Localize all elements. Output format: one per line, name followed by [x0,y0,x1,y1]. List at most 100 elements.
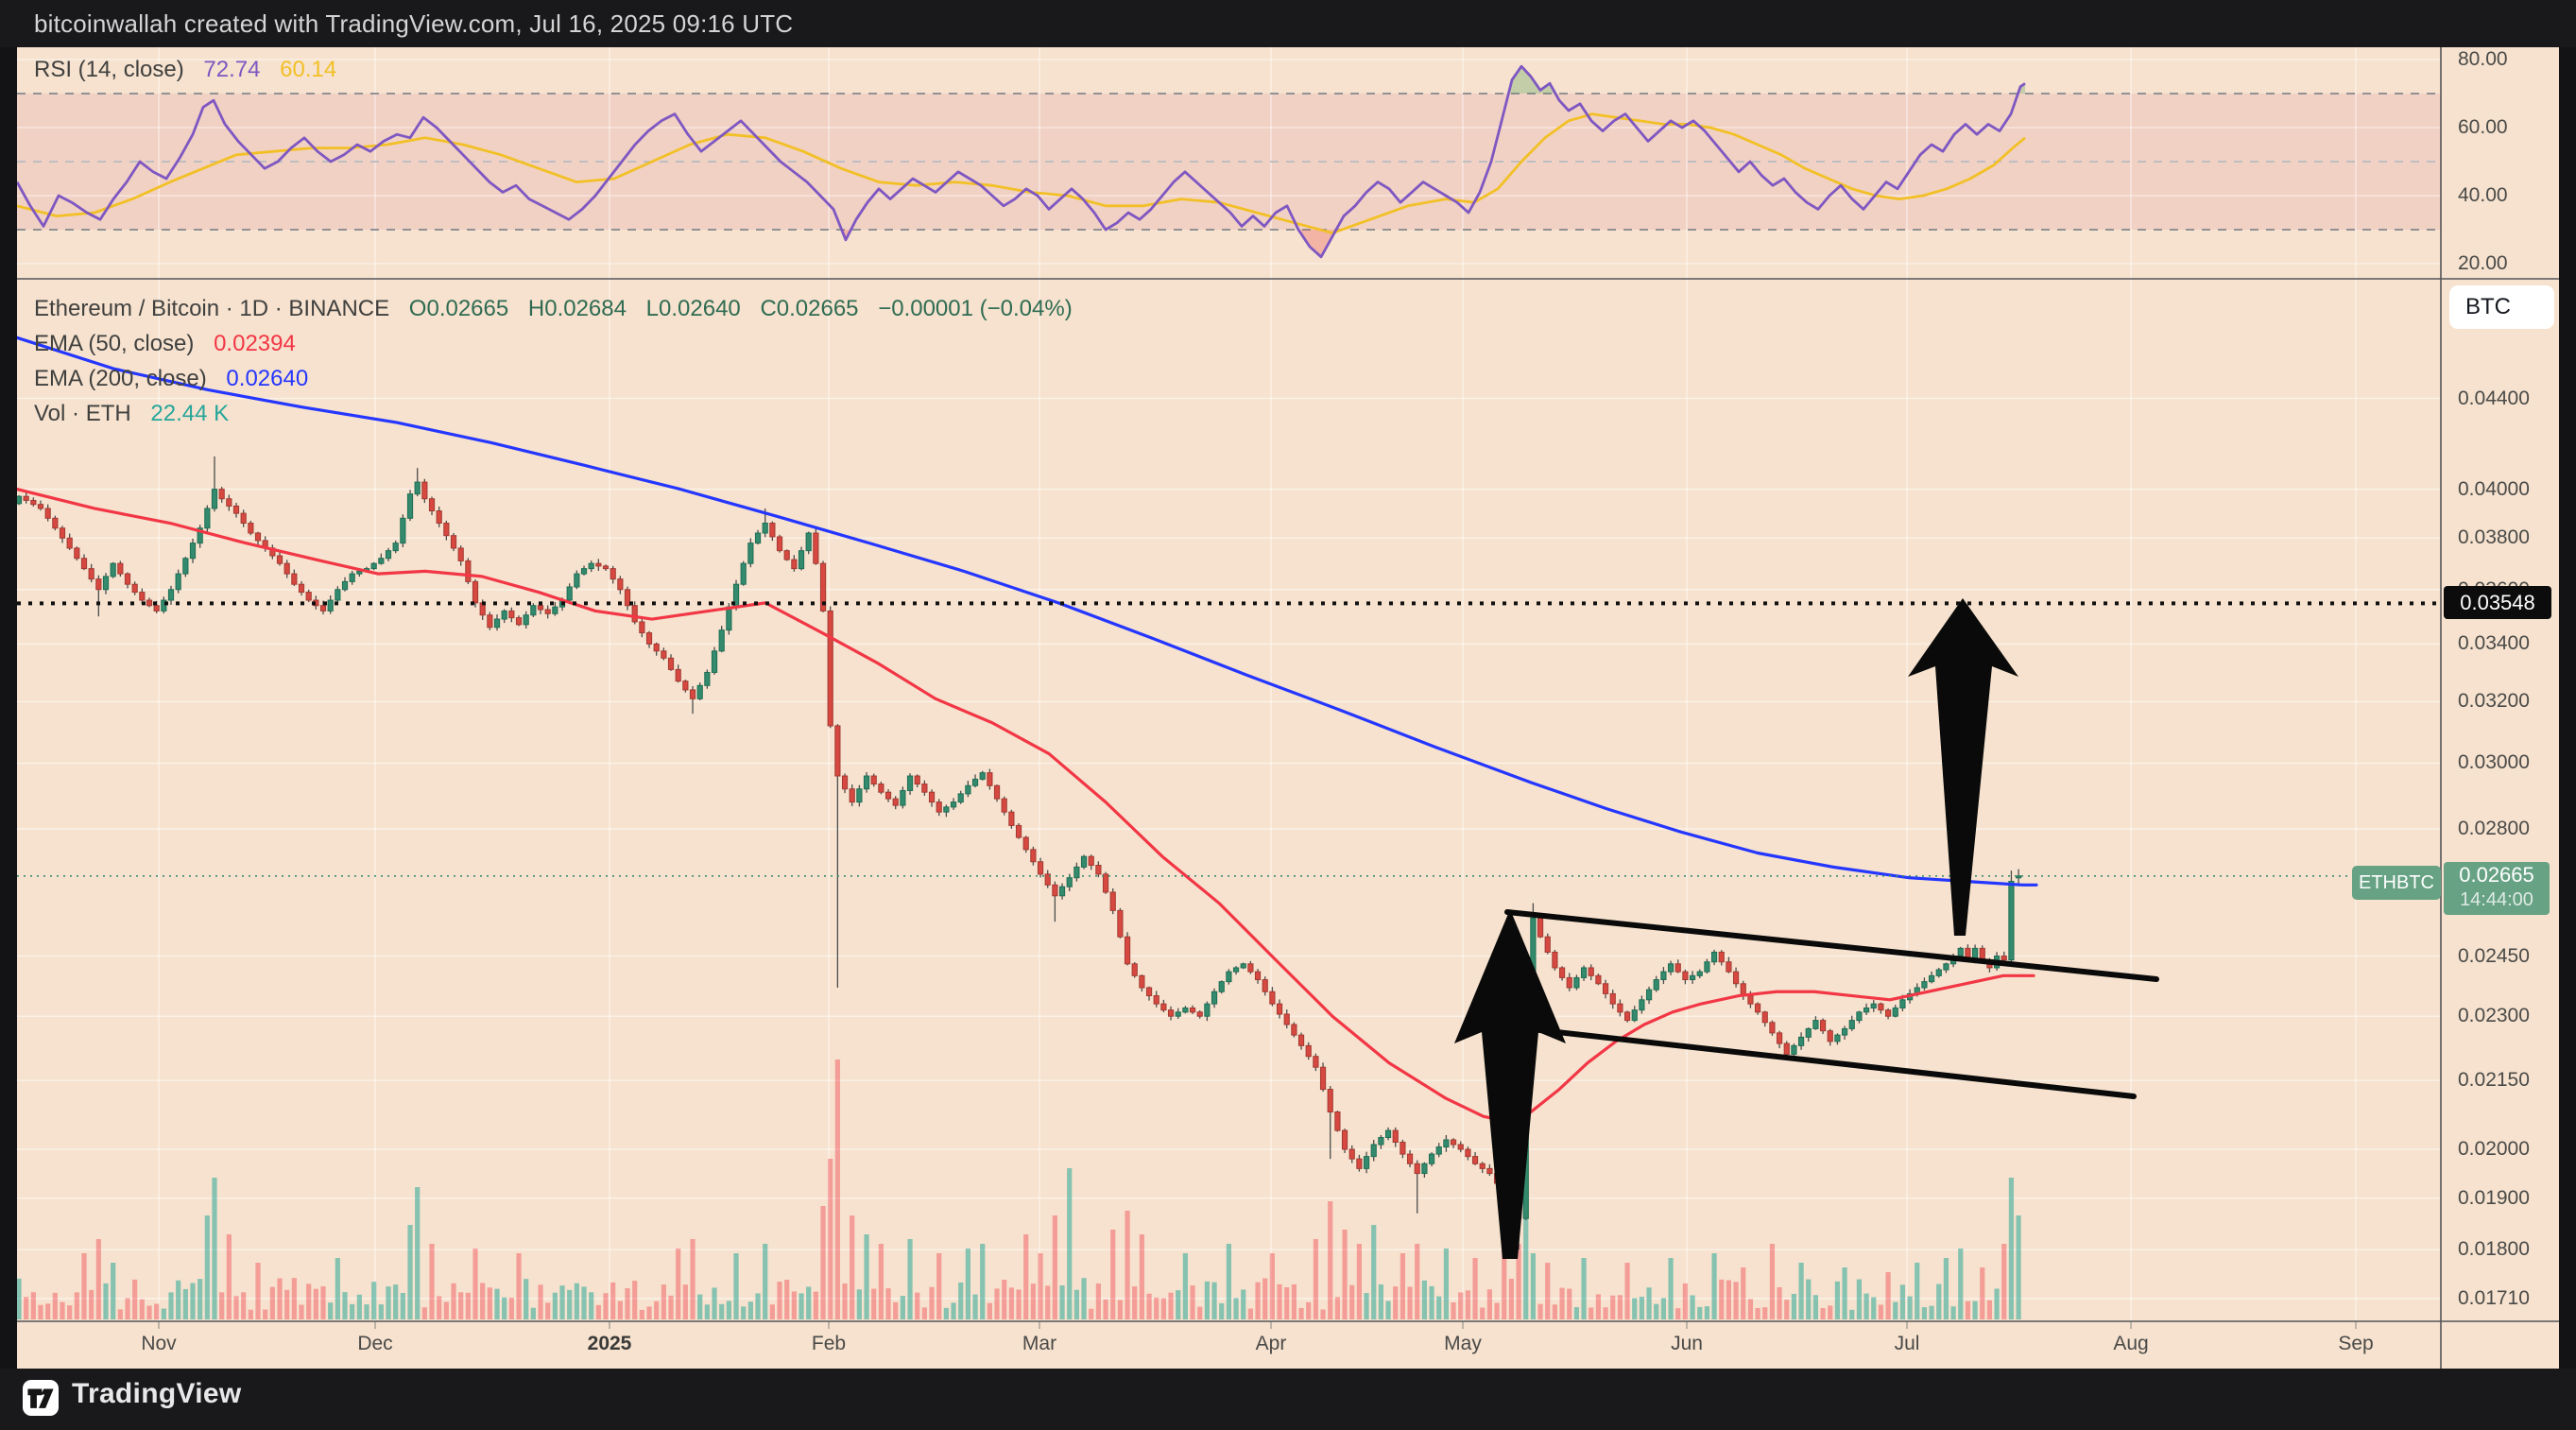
volume-bar [182,1288,188,1319]
candle [1102,873,1109,893]
volume-legend-row[interactable]: Vol · ETH 22.44 K [34,396,1073,431]
last-price-value: 0.02665 [2459,862,2534,887]
candle [878,784,884,793]
candle [1754,1003,1761,1013]
volume-bar [81,1253,87,1319]
ohlc-low: L0.02640 [645,296,741,321]
candle [457,547,464,561]
candle [544,609,551,614]
volume-bar [60,1301,65,1319]
candle [1037,861,1044,875]
volume-bar [1110,1230,1116,1319]
candle [1117,909,1124,938]
time-axis-label: Mar [1022,1333,1057,1354]
candle [856,788,863,803]
volume-bar [291,1278,297,1319]
volume-bar [878,1244,884,1319]
candle [1856,1011,1863,1022]
volume-bar [1089,1308,1094,1319]
volume-bar [1002,1280,1007,1319]
candle [1327,1089,1333,1113]
volume-bar [1726,1280,1732,1319]
volume-bar [255,1263,261,1319]
candle [696,684,703,699]
volume-bar [987,1302,992,1319]
volume-bar [1008,1287,1014,1319]
quote-currency-button[interactable]: BTC [2449,285,2554,329]
volume-bar [1117,1300,1123,1319]
symbol-legend-row[interactable]: Ethereum / Bitcoin · 1D · BINANCE O0.026… [34,291,1073,326]
candle [1153,995,1159,1005]
volume-bar [1624,1263,1630,1319]
volume-bar [67,1305,73,1319]
volume-bar [299,1304,304,1319]
volume-bar [1828,1305,1833,1319]
volume-bar [30,1292,36,1319]
price-scale-tick: 0.02800 [2458,818,2530,839]
candle [1797,1036,1805,1046]
volume-bar [1986,1300,1993,1319]
candle [1124,936,1131,965]
time-axis-label: Sep [2338,1333,2374,1354]
volume-bar [1465,1290,1470,1319]
candle [1892,1007,1898,1017]
volume-bar [936,1253,942,1319]
candle [182,558,189,575]
volume-bar [74,1292,79,1319]
candle [1196,1011,1203,1017]
candle [1348,1148,1355,1160]
volume-bar [1646,1287,1652,1319]
volume-bar [226,1234,232,1319]
candle [1131,963,1138,976]
volume-bar [1972,1301,1978,1319]
candle [747,543,754,564]
volume-bar [1516,1244,1521,1319]
candle [501,610,507,620]
price-scale-tick: 0.01800 [2458,1238,2530,1261]
volume-bar [828,1159,833,1319]
candle [1008,811,1015,826]
tradingview-logo-icon[interactable] [23,1380,59,1416]
level-price-label: 0.03548 [2444,586,2551,620]
candle [1819,1020,1827,1032]
rsi-legend[interactable]: RSI (14, close) 72.74 60.14 [34,55,336,85]
candle [1073,866,1080,879]
volume-bar [1132,1286,1138,1319]
candle [1095,865,1102,875]
volume-bar [1342,1230,1348,1319]
volume-bar [747,1301,753,1319]
volume-bar [842,1283,848,1319]
symbol-title: Ethereum / Bitcoin · 1D · BINANCE [34,296,390,321]
ema200-legend-row[interactable]: EMA (200, close) 0.02640 [34,361,1073,396]
volume-bar [1125,1211,1130,1319]
volume-bar [929,1286,935,1319]
volume-bar [269,1286,275,1319]
volume-bar [1784,1300,1790,1319]
volume-bar [1798,1263,1804,1319]
candle [661,650,667,659]
candle [515,617,523,626]
candle [1406,1153,1414,1164]
candle [131,583,138,594]
candle [595,562,602,567]
candle [1145,987,1153,997]
volume-bar [1190,1285,1195,1319]
volume-bar [132,1279,138,1319]
ema50-legend-row[interactable]: EMA (50, close) 0.02394 [34,326,1073,361]
volume-bar [1929,1305,1934,1319]
candle [226,498,232,507]
candle [211,489,218,509]
candle [1240,963,1246,969]
volume-bar [89,1289,94,1319]
volume-bar [1762,1307,1768,1319]
candle [1791,1044,1797,1055]
tradingview-brand-text[interactable]: TradingView [72,1378,242,1409]
volume-bar [1806,1279,1812,1319]
candle [1254,971,1262,981]
candle [1370,1144,1377,1158]
volume-bar [1508,1278,1515,1319]
chart-canvas[interactable] [17,47,2559,1369]
candle [1609,992,1616,1005]
candle [783,550,790,560]
volume-bar [284,1289,290,1319]
